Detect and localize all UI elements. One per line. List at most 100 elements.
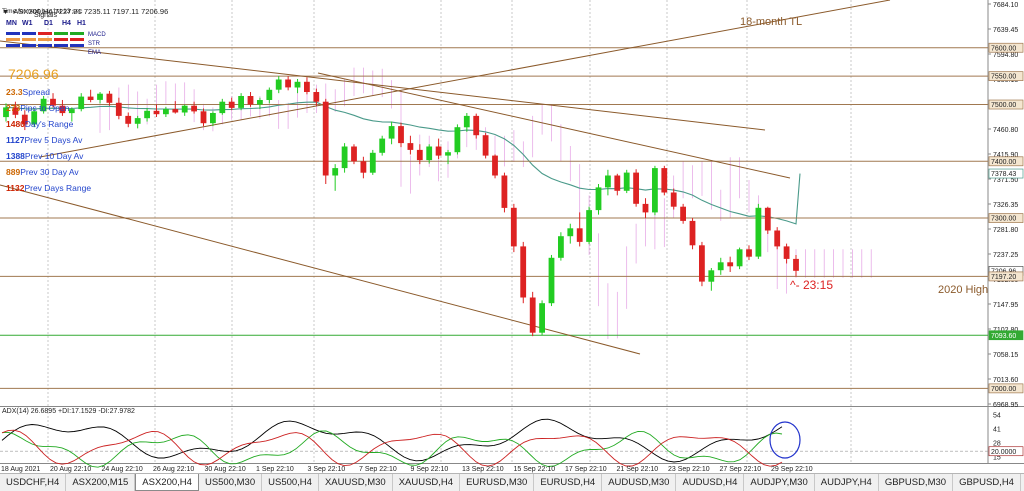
candle-body[interactable]: [369, 152, 376, 173]
candle-body[interactable]: [416, 149, 423, 161]
candle-body[interactable]: [670, 192, 677, 207]
candle-body[interactable]: [31, 111, 38, 125]
candle-body[interactable]: [351, 146, 357, 162]
candle-body[interactable]: [708, 270, 715, 282]
candle-body[interactable]: [454, 127, 461, 153]
candle-body[interactable]: [106, 93, 113, 103]
tab-eurusd-m30[interactable]: EURUSD,M30: [460, 474, 535, 491]
candle-body[interactable]: [285, 79, 291, 88]
candle-body[interactable]: [12, 107, 19, 115]
tab-us500-m30[interactable]: US500,M30: [199, 474, 263, 491]
candle-body[interactable]: [341, 146, 348, 169]
candle-body[interactable]: [576, 228, 583, 242]
tf-w1[interactable]: W1: [22, 20, 33, 27]
candle-body[interactable]: [510, 207, 517, 247]
candle-body[interactable]: [435, 146, 442, 156]
candle-body[interactable]: [736, 249, 743, 267]
candle-body[interactable]: [78, 96, 85, 110]
candle-body[interactable]: [520, 246, 527, 298]
tab-asx200-m15[interactable]: ASX200,M15: [66, 474, 136, 491]
candle-body[interactable]: [172, 109, 179, 113]
candle-body[interactable]: [304, 81, 310, 92]
candle-body[interactable]: [717, 262, 724, 271]
candle-body[interactable]: [228, 101, 235, 108]
candle-body[interactable]: [746, 249, 752, 257]
candle-body[interactable]: [614, 175, 621, 191]
tab-xauusd-h4[interactable]: XAUUSD,H4: [393, 474, 461, 491]
tab-us500-h4[interactable]: US500,H4: [262, 474, 319, 491]
candle-body[interactable]: [388, 126, 395, 139]
candle-body[interactable]: [548, 257, 555, 304]
candle-body[interactable]: [539, 303, 545, 333]
candle-body[interactable]: [407, 143, 414, 150]
tf-h4[interactable]: H4: [62, 20, 71, 27]
candle-body[interactable]: [661, 168, 668, 193]
candle-body[interactable]: [642, 203, 649, 213]
candle-body[interactable]: [783, 246, 790, 259]
candle-body[interactable]: [115, 102, 122, 116]
candle-body[interactable]: [793, 258, 799, 271]
candle-body[interactable]: [774, 230, 781, 247]
candle-body[interactable]: [40, 98, 47, 112]
candle-body[interactable]: [21, 114, 28, 125]
candle-body[interactable]: [332, 168, 339, 176]
tab-asx200-h4[interactable]: ASX200,H4: [135, 474, 199, 491]
candle-body[interactable]: [445, 152, 451, 156]
tab-gbpusd-m30[interactable]: GBPUSD,M30: [879, 474, 954, 491]
candle-body[interactable]: [3, 107, 9, 118]
tab-gbpusd-h4[interactable]: GBPUSD,H4: [953, 474, 1021, 491]
symbol-tab-bar[interactable]: USDCHF,H4 ASX200,M15 ASX200,H4 US500,M30…: [0, 473, 1024, 491]
tf-d1[interactable]: D1: [44, 20, 53, 27]
candle-body[interactable]: [87, 96, 94, 100]
candle-body[interactable]: [558, 236, 564, 258]
candle-body[interactable]: [426, 146, 433, 161]
tf-h1[interactable]: H1: [77, 20, 86, 27]
candle-body[interactable]: [97, 93, 103, 100]
candle-body[interactable]: [266, 89, 273, 100]
candle-body[interactable]: [473, 115, 480, 136]
candle-body[interactable]: [398, 126, 404, 144]
candle-body[interactable]: [501, 175, 508, 208]
menu-arrow-icon[interactable]: ▼: [2, 9, 9, 16]
candle-body[interactable]: [191, 105, 197, 112]
candle-body[interactable]: [567, 228, 574, 237]
candle-body[interactable]: [68, 109, 75, 114]
tab-audusd-m30[interactable]: AUDUSD,M30: [602, 474, 677, 491]
candle-body[interactable]: [275, 79, 282, 90]
candle-body[interactable]: [379, 138, 386, 153]
candle-body[interactable]: [529, 297, 536, 333]
candle-body[interactable]: [680, 206, 686, 221]
candle-body[interactable]: [482, 135, 489, 156]
candle-body[interactable]: [727, 262, 734, 267]
candle-body[interactable]: [633, 172, 639, 204]
candle-body[interactable]: [144, 110, 150, 119]
candle-body[interactable]: [238, 96, 244, 108]
candle-body[interactable]: [699, 245, 705, 282]
tab-audusd-h4[interactable]: AUDUSD,H4: [676, 474, 745, 491]
candle-body[interactable]: [50, 98, 56, 106]
candle-body[interactable]: [623, 172, 630, 191]
candle-body[interactable]: [605, 175, 611, 188]
candle-body[interactable]: [257, 100, 263, 105]
candle-body[interactable]: [492, 155, 498, 176]
candle-body[interactable]: [247, 96, 254, 105]
candle-body[interactable]: [181, 105, 188, 113]
tab-audjpy-h4[interactable]: AUDJPY,H4: [815, 474, 879, 491]
candle-body[interactable]: [595, 187, 602, 211]
candle-body[interactable]: [59, 105, 66, 114]
candle-body[interactable]: [360, 161, 367, 173]
candle-body[interactable]: [125, 115, 132, 124]
candle-body[interactable]: [755, 207, 762, 257]
candle-body[interactable]: [463, 115, 470, 128]
candle-body[interactable]: [153, 110, 160, 115]
tf-mn[interactable]: MN: [6, 20, 17, 27]
candle-body[interactable]: [163, 109, 169, 115]
candle-body[interactable]: [322, 101, 329, 176]
tab-audjpy-m30[interactable]: AUDJPY,M30: [744, 474, 815, 491]
tab-xauusd-m30[interactable]: XAUUSD,M30: [319, 474, 393, 491]
price-chart[interactable]: 7684.107639.457594.807550.157505.457460.…: [0, 0, 1024, 473]
candle-body[interactable]: [652, 168, 658, 213]
candle-body[interactable]: [586, 210, 592, 242]
candle-body[interactable]: [294, 81, 301, 88]
